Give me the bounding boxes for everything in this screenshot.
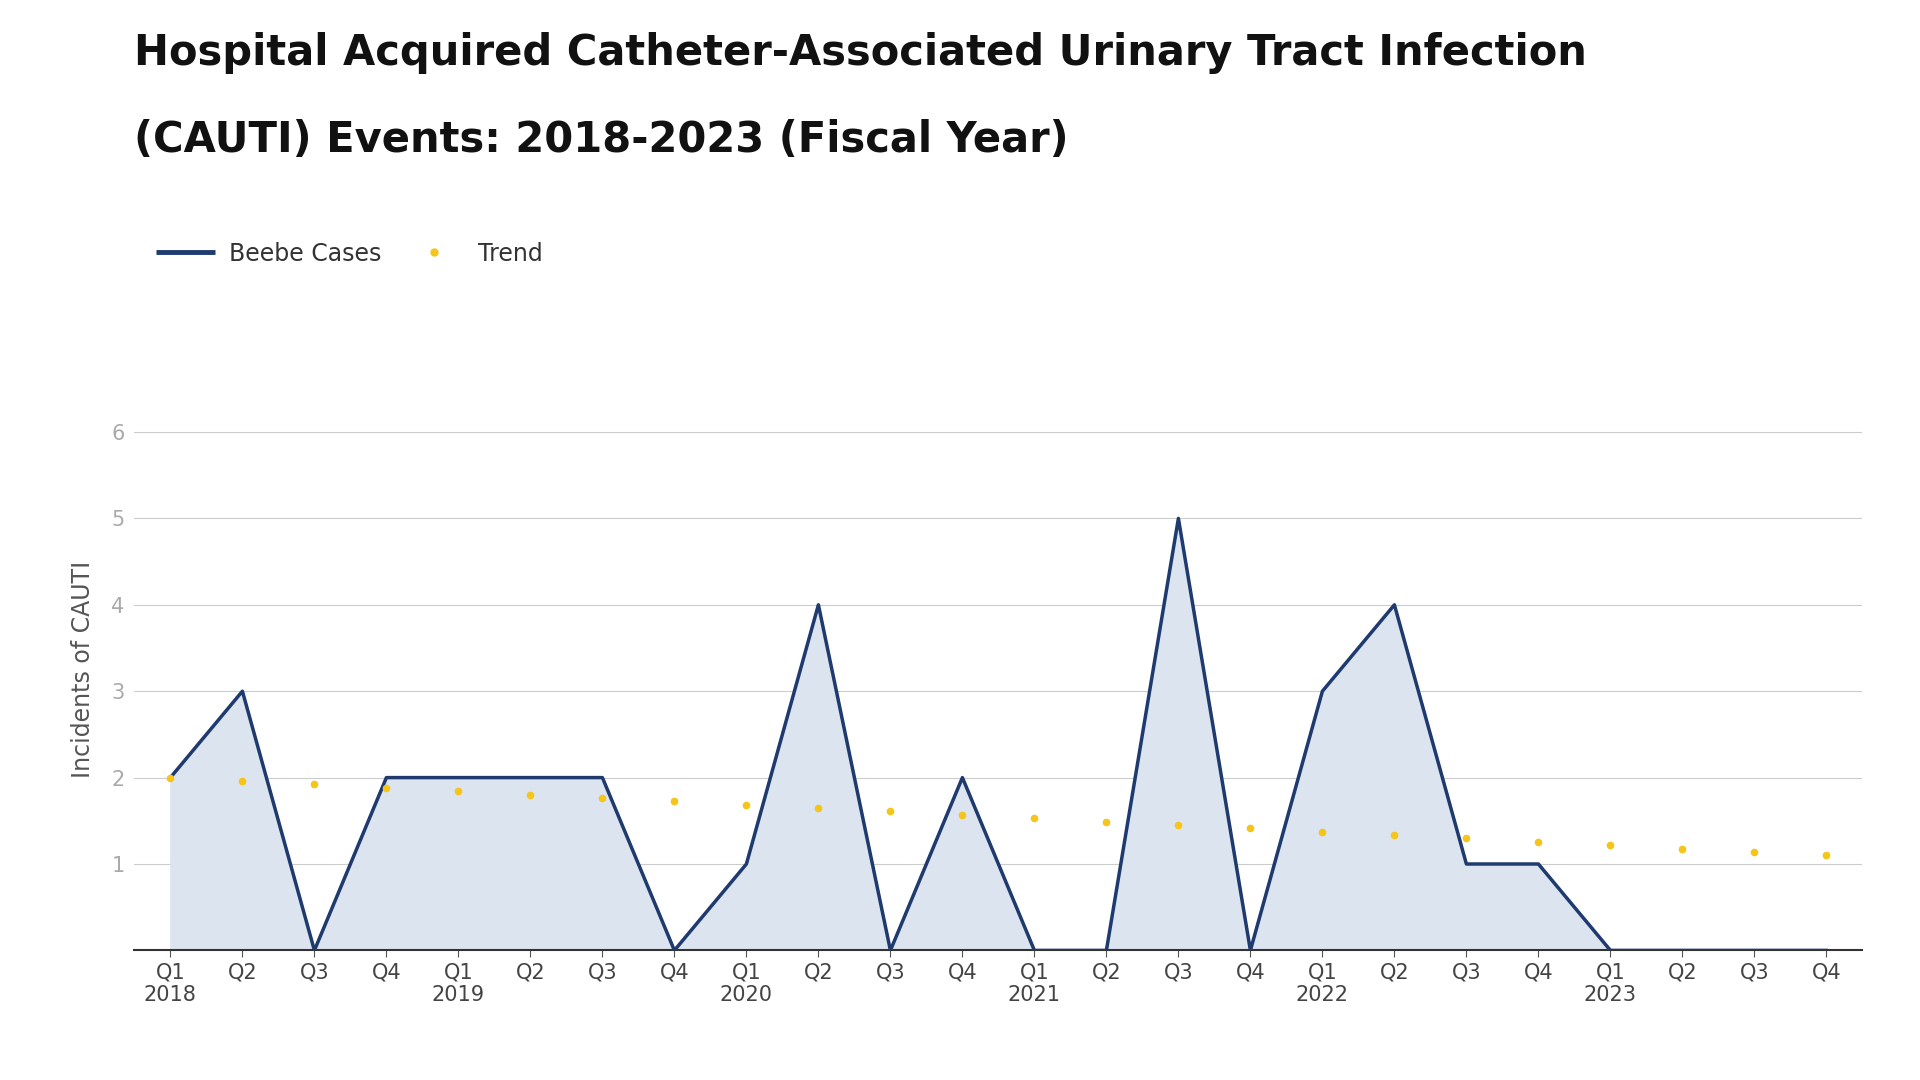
Text: Hospital Acquired Catheter-Associated Urinary Tract Infection: Hospital Acquired Catheter-Associated Ur…: [134, 32, 1588, 75]
Text: (CAUTI) Events: 2018-2023 (Fiscal Year): (CAUTI) Events: 2018-2023 (Fiscal Year): [134, 119, 1069, 161]
Legend: Beebe Cases, Trend: Beebe Cases, Trend: [146, 232, 553, 275]
Y-axis label: Incidents of CAUTI: Incidents of CAUTI: [71, 561, 94, 779]
